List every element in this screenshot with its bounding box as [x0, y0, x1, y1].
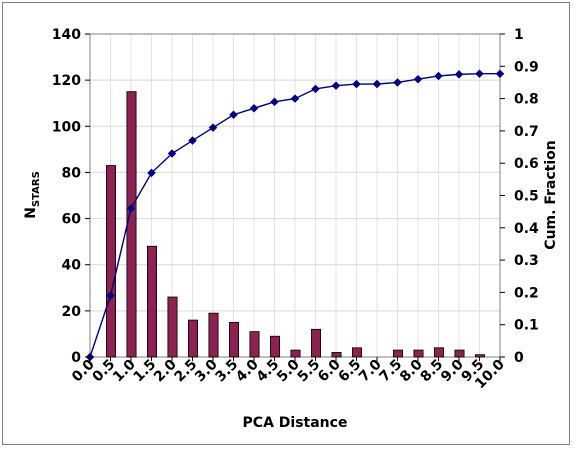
histogram-bar — [413, 349, 424, 358]
histogram-bar — [331, 351, 342, 358]
histogram-bar — [146, 245, 158, 358]
diamond-marker — [393, 78, 402, 87]
histogram-bar — [228, 321, 240, 358]
y2-tick-label: 0.8 — [514, 92, 539, 108]
right-axis-ticks: 0 0.1 0.2 0.3 0.4 0.5 0.6 0.7 0.8 0.9 1 — [500, 27, 539, 366]
y-tick-label: 120 — [52, 73, 81, 89]
y-tick-label: 0 — [71, 350, 81, 366]
cumulative-line-series — [85, 69, 505, 362]
y-tick-label: 80 — [62, 165, 82, 181]
diamond-marker — [188, 136, 197, 145]
histogram-bar — [290, 349, 301, 358]
histogram-bar — [269, 335, 281, 358]
y-tick-label: 100 — [52, 119, 81, 135]
diamond-marker — [434, 71, 443, 81]
diamond-marker — [167, 149, 177, 158]
histogram-bar — [310, 328, 322, 358]
y-axis-title-subscript: STARS — [31, 171, 42, 207]
histogram-bar — [187, 319, 199, 358]
y2-tick-label: 0.9 — [514, 59, 539, 75]
diamond-marker — [208, 123, 218, 133]
histogram-bar — [249, 331, 260, 358]
diamond-marker — [413, 74, 423, 84]
diamond-marker — [290, 94, 300, 103]
y2-tick-label: 0.7 — [514, 124, 539, 140]
y-tick-label: 60 — [62, 212, 82, 228]
diamond-marker — [311, 84, 320, 94]
y2-axis-title: Cum. Fraction — [543, 140, 559, 249]
y2-tick-label: 0.6 — [514, 156, 539, 172]
diamond-marker — [372, 79, 382, 89]
histogram-bar — [351, 347, 363, 358]
y-axis-title-main: N — [23, 207, 39, 219]
diamond-marker — [106, 291, 115, 300]
x-axis-title: PCA Distance — [243, 415, 348, 431]
histogram-bar — [474, 354, 486, 358]
y2-tick-label: 1 — [514, 27, 524, 43]
y2-tick-label: 0.2 — [514, 285, 539, 301]
histogram-bar — [454, 349, 465, 358]
y-tick-label: 140 — [52, 27, 81, 43]
chart: 0 20 40 60 80 100 120 140 0 0.1 0.2 0.3 0.4 0.5 0.6 0.… — [23, 27, 559, 431]
y-axis-title: NSTARS — [23, 171, 42, 219]
diamond-marker — [229, 110, 238, 120]
y2-tick-label: 0.5 — [514, 189, 539, 205]
histogram-bar — [167, 296, 178, 358]
y-tick-label: 40 — [62, 258, 82, 274]
histogram-bar — [208, 312, 219, 358]
diamond-marker — [495, 69, 505, 79]
histogram-bar — [126, 91, 137, 358]
histogram-bar — [105, 165, 117, 358]
diamond-marker — [352, 79, 361, 89]
diamond-marker — [270, 97, 279, 107]
diamond-marker — [331, 81, 341, 91]
chart-frame: 0 20 40 60 80 100 120 140 0 0.1 0.2 0.3 0.4 0.5 0.6 0.… — [2, 2, 570, 445]
y2-tick-label: 0.1 — [514, 318, 539, 334]
y2-tick-label: 0 — [514, 350, 524, 366]
left-axis-ticks: 0 20 40 60 80 100 120 140 — [52, 27, 90, 366]
diamond-marker — [454, 70, 464, 79]
diamond-marker — [147, 168, 156, 178]
histogram-bar — [433, 347, 445, 358]
x-axis-ticks: 0.00.51.01.52.02.53.03.54.04.55.05.56.06… — [69, 356, 508, 392]
y2-tick-label: 0.4 — [514, 221, 539, 237]
diamond-marker — [126, 204, 136, 213]
y-tick-label: 20 — [62, 304, 82, 320]
histogram-bar — [392, 349, 404, 358]
gridlines — [90, 34, 500, 357]
diamond-marker — [475, 69, 484, 79]
diamond-marker — [249, 103, 259, 113]
y2-tick-label: 0.3 — [514, 253, 539, 269]
